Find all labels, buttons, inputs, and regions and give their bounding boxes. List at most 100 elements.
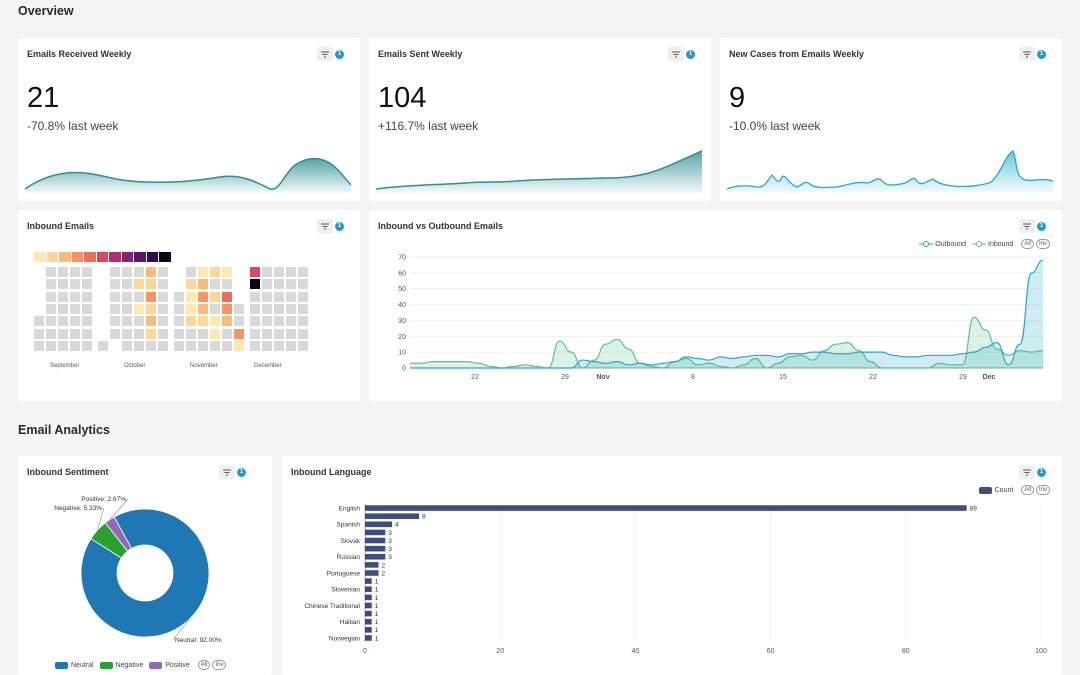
heatmap-day-cell[interactable] xyxy=(286,291,296,302)
heatmap-day-cell[interactable] xyxy=(122,303,132,314)
heatmap-day-cell[interactable] xyxy=(262,340,272,351)
language-bar[interactable] xyxy=(365,545,386,552)
filter-control[interactable]: 1 xyxy=(317,47,344,61)
heatmap-day-cell[interactable] xyxy=(198,316,208,327)
heatmap-day-cell[interactable] xyxy=(298,340,308,351)
filter-icon[interactable] xyxy=(668,47,684,61)
heatmap-day-cell[interactable] xyxy=(274,267,284,277)
filter-icon[interactable] xyxy=(317,47,333,61)
heatmap-day-cell[interactable] xyxy=(82,328,92,339)
series-line-outbound[interactable] xyxy=(409,259,1044,369)
language-bar[interactable] xyxy=(365,586,372,593)
language-bar[interactable] xyxy=(365,578,372,584)
heatmap-day-cell[interactable] xyxy=(98,340,108,351)
heatmap-day-cell[interactable] xyxy=(210,328,220,339)
heatmap-day-cell[interactable] xyxy=(298,316,308,327)
heatmap-day-cell[interactable] xyxy=(286,316,296,327)
heatmap-day-cell[interactable] xyxy=(250,291,260,302)
heatmap-day-cell[interactable] xyxy=(198,328,208,339)
filter-control[interactable]: 1 xyxy=(668,47,695,61)
language-bar[interactable] xyxy=(365,553,386,560)
legend-all-button[interactable]: All xyxy=(1021,485,1034,495)
heatmap-day-cell[interactable] xyxy=(146,267,156,277)
filter-icon[interactable] xyxy=(317,219,333,233)
filter-icon[interactable] xyxy=(219,465,235,479)
legend-item-outbound[interactable]: Outbound xyxy=(919,240,966,248)
heatmap-day-cell[interactable] xyxy=(134,328,144,339)
heatmap-day-cell[interactable] xyxy=(34,316,44,327)
heatmap-day-cell[interactable] xyxy=(174,328,184,339)
filter-icon[interactable] xyxy=(1019,219,1035,233)
heatmap-day-cell[interactable] xyxy=(186,328,196,339)
heatmap-day-cell[interactable] xyxy=(210,303,220,314)
filter-control[interactable]: 1 xyxy=(1019,47,1046,61)
heatmap-day-cell[interactable] xyxy=(250,340,260,351)
heatmap-day-cell[interactable] xyxy=(34,340,44,351)
heatmap-day-cell[interactable] xyxy=(134,340,144,351)
heatmap-day-cell[interactable] xyxy=(174,316,184,327)
heatmap-day-cell[interactable] xyxy=(110,316,120,327)
heatmap-day-cell[interactable] xyxy=(274,328,284,339)
legend-invert-button[interactable]: Inv xyxy=(212,660,227,670)
heatmap-day-cell[interactable] xyxy=(110,291,120,302)
legend-invert-button[interactable]: Inv xyxy=(1035,485,1050,495)
heatmap-day-cell[interactable] xyxy=(46,328,56,339)
heatmap-day-cell[interactable] xyxy=(274,316,284,327)
donut-slice-positive[interactable] xyxy=(104,516,133,552)
legend-invert-button[interactable]: Inv xyxy=(1035,239,1050,249)
heatmap-day-cell[interactable] xyxy=(186,340,196,351)
heatmap-day-cell[interactable] xyxy=(134,279,144,290)
language-bar[interactable] xyxy=(365,610,372,617)
language-bar[interactable] xyxy=(365,562,379,568)
legend-item-positive[interactable]: Positive xyxy=(149,661,190,669)
heatmap-day-cell[interactable] xyxy=(262,316,272,327)
language-bar[interactable] xyxy=(365,602,372,609)
inbound-emails-heatmap[interactable] xyxy=(18,210,360,401)
heatmap-day-cell[interactable] xyxy=(234,328,244,339)
heatmap-day-cell[interactable] xyxy=(70,316,80,327)
filter-icon[interactable] xyxy=(1019,47,1035,61)
heatmap-day-cell[interactable] xyxy=(146,291,156,302)
heatmap-day-cell[interactable] xyxy=(186,291,196,302)
heatmap-day-cell[interactable] xyxy=(146,328,156,339)
heatmap-day-cell[interactable] xyxy=(198,279,208,290)
heatmap-day-cell[interactable] xyxy=(210,340,220,351)
heatmap-day-cell[interactable] xyxy=(146,279,156,290)
heatmap-day-cell[interactable] xyxy=(186,303,196,314)
heatmap-day-cell[interactable] xyxy=(70,328,80,339)
heatmap-day-cell[interactable] xyxy=(234,303,244,314)
filter-control[interactable]: 1 xyxy=(317,219,344,233)
heatmap-day-cell[interactable] xyxy=(82,316,92,327)
heatmap-day-cell[interactable] xyxy=(58,267,68,277)
heatmap-day-cell[interactable] xyxy=(58,303,68,314)
heatmap-day-cell[interactable] xyxy=(262,303,272,314)
heatmap-day-cell[interactable] xyxy=(262,267,272,277)
heatmap-day-cell[interactable] xyxy=(174,303,184,314)
heatmap-day-cell[interactable] xyxy=(158,316,168,327)
heatmap-day-cell[interactable] xyxy=(198,340,208,351)
legend-all-button[interactable]: All xyxy=(1021,239,1034,249)
heatmap-day-cell[interactable] xyxy=(250,328,260,339)
heatmap-day-cell[interactable] xyxy=(82,291,92,302)
heatmap-day-cell[interactable] xyxy=(186,316,196,327)
language-bar[interactable] xyxy=(365,521,393,528)
filter-control[interactable]: 1 xyxy=(1019,465,1046,479)
heatmap-day-cell[interactable] xyxy=(46,340,56,351)
heatmap-day-cell[interactable] xyxy=(174,291,184,302)
language-bar[interactable] xyxy=(365,505,967,511)
heatmap-day-cell[interactable] xyxy=(158,267,168,277)
heatmap-day-cell[interactable] xyxy=(58,328,68,339)
heatmap-day-cell[interactable] xyxy=(210,316,220,327)
heatmap-day-cell[interactable] xyxy=(210,279,220,290)
heatmap-day-cell[interactable] xyxy=(222,303,232,314)
heatmap-day-cell[interactable] xyxy=(46,291,56,302)
heatmap-day-cell[interactable] xyxy=(58,340,68,351)
language-bar-chart[interactable]: 0 20 40 60 80 10089English84Spanish33Slovak33… xyxy=(282,456,1062,675)
heatmap-day-cell[interactable] xyxy=(158,303,168,314)
heatmap-day-cell[interactable] xyxy=(174,340,184,351)
heatmap-day-cell[interactable] xyxy=(298,303,308,314)
heatmap-day-cell[interactable] xyxy=(222,291,232,302)
series-line-inbound[interactable] xyxy=(409,316,1044,369)
heatmap-day-cell[interactable] xyxy=(222,328,232,339)
filter-icon[interactable] xyxy=(1019,465,1035,479)
